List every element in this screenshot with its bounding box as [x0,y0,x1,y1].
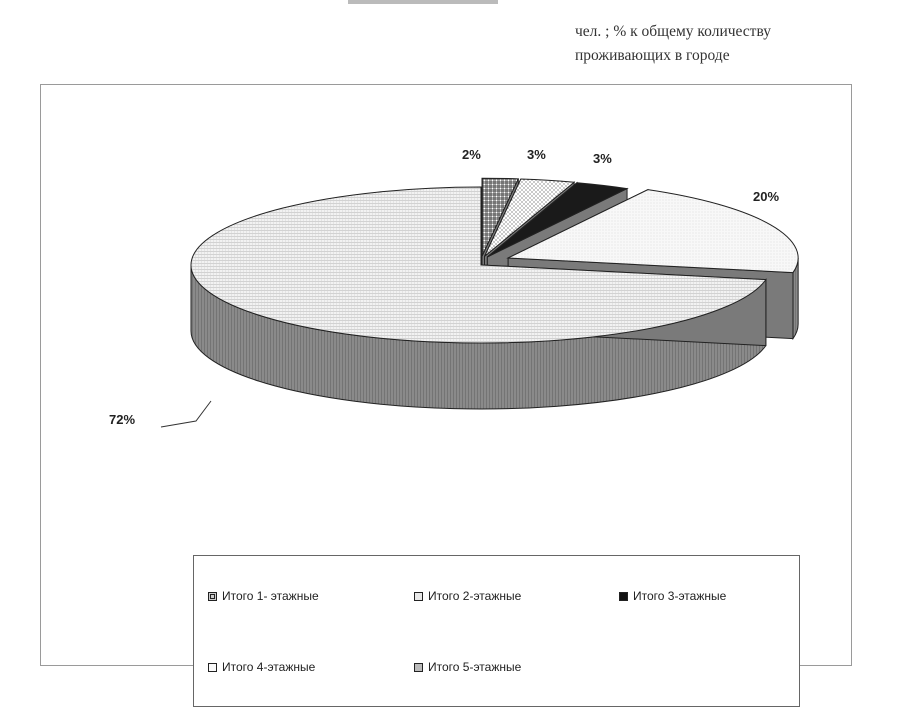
pie-slice-top-3 [487,182,629,258]
data-label-5: 72% [109,412,136,427]
legend-label-5: Итого 5-этажные [428,660,522,674]
legend-swatch-5 [414,662,423,672]
legend-item-2: Итого 2-этажные [414,589,521,603]
pie-slice-top-5 [190,186,767,344]
legend-item-3: Итого 3-этажные [619,589,726,603]
chart-caption: чел. ; % к общему количеству проживающих… [575,20,915,68]
data-label-2: 3% [527,147,546,162]
pie-slice-top-1 [481,177,520,257]
legend-swatch-1 [208,591,217,601]
legend-item-1: Итого 1- этажные [208,589,319,603]
caption-line-1: чел. ; % к общему количеству [575,23,771,40]
pie-chart [160,177,799,428]
legend-swatch-3 [619,591,628,601]
legend-label-2: Итого 2-этажные [428,589,522,603]
legend-label-3: Итого 3-этажные [633,589,727,603]
pie-slice-5 [190,186,767,410]
caption-line-2: проживающих в городе [575,47,730,64]
chart-legend: Итого 1- этажные Итого 2-этажные Итого 3… [193,555,800,707]
legend-swatch-4 [208,662,217,672]
legend-swatch-2 [414,591,423,601]
legend-item-5: Итого 5-этажные [414,660,521,674]
pie-slice-top-4 [506,189,799,274]
chart-area: Итого 1- этажные Итого 2-этажные Итого 3… [40,84,852,707]
pie-slice-top-2 [484,178,576,257]
legend-item-4: Итого 4-этажные [208,660,315,674]
header-smudge [348,0,498,4]
data-label-3: 3% [593,151,612,166]
leader-line-72 [160,400,212,428]
data-label-1: 2% [462,147,481,162]
legend-label-4: Итого 4-этажные [222,660,316,674]
legend-label-1: Итого 1- этажные [222,589,319,603]
data-label-4: 20% [753,189,780,204]
